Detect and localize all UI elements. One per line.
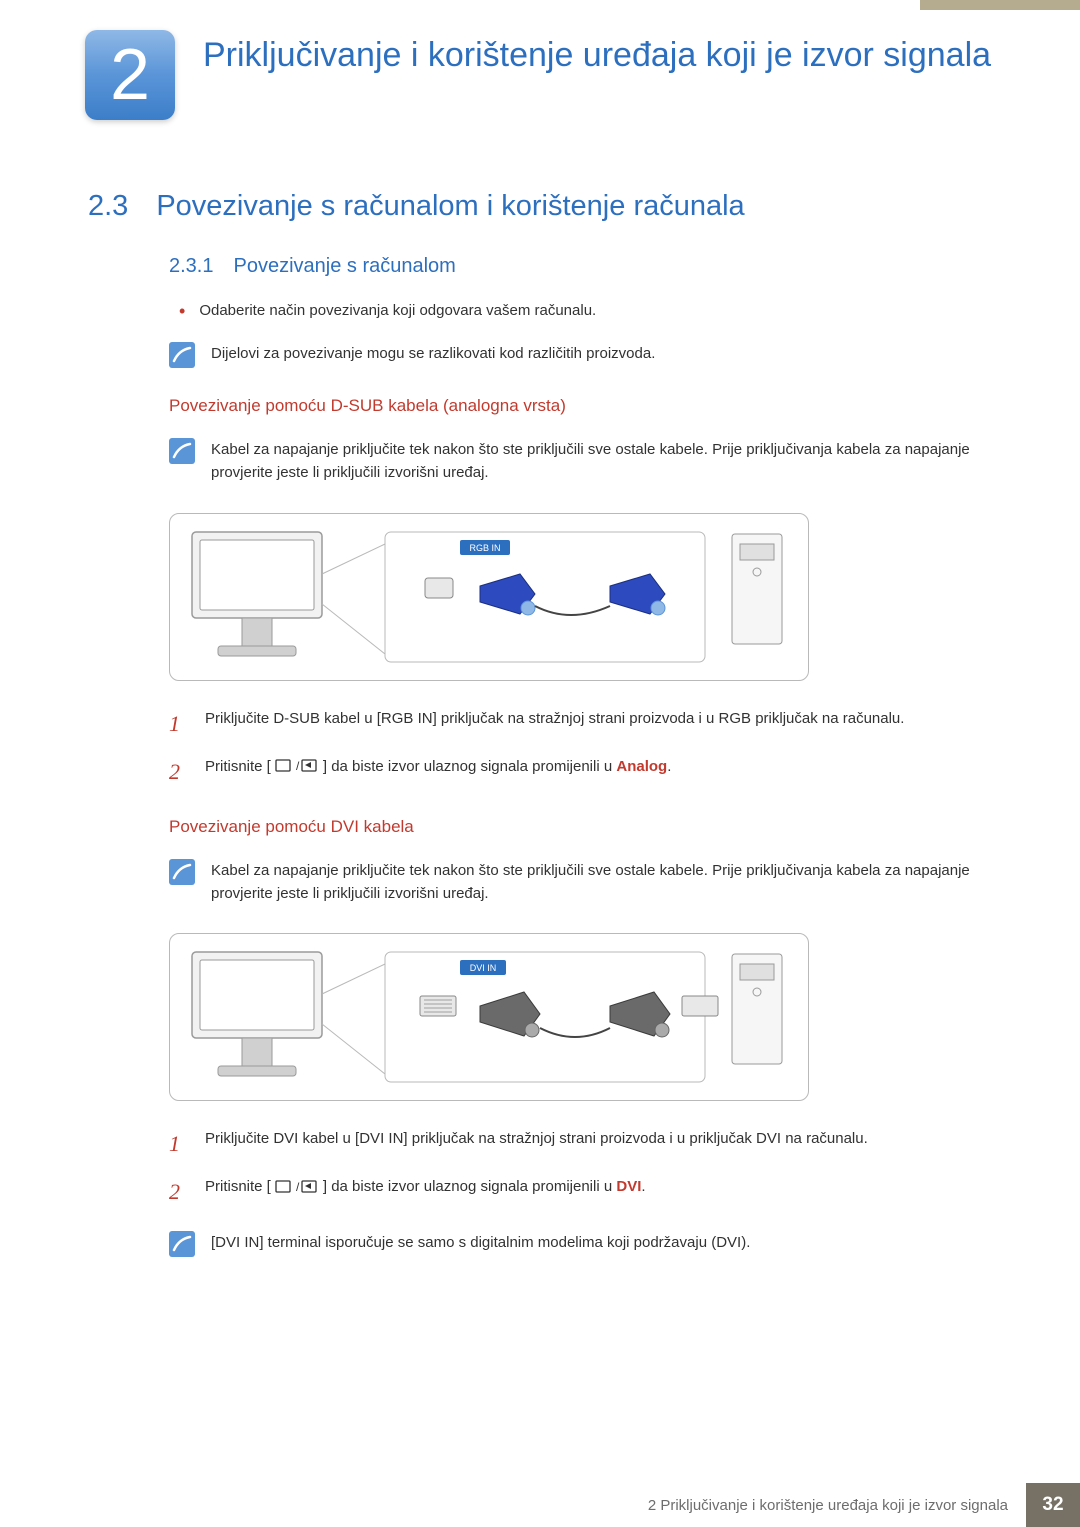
page-number: 32 bbox=[1026, 1483, 1080, 1527]
section-number: 2.3 bbox=[88, 190, 128, 223]
note-icon bbox=[169, 342, 195, 368]
step-number: 2 bbox=[169, 755, 187, 789]
highlight-text: DVI bbox=[616, 1178, 641, 1195]
svg-text:/: / bbox=[296, 759, 300, 773]
highlight-text: Analog bbox=[616, 758, 667, 775]
diagram-dsub: RGB IN bbox=[169, 513, 809, 681]
section-title: Povezivanje s računalom i korištenje rač… bbox=[156, 190, 744, 223]
step-number: 1 bbox=[169, 707, 187, 741]
top-accent-stripe bbox=[920, 0, 1080, 10]
page-footer: 2 Priključivanje i korištenje uređaja ko… bbox=[648, 1483, 1080, 1527]
note-row: Dijelovi za povezivanje mogu se razlikov… bbox=[88, 342, 990, 368]
note-row: Kabel za napajanje priključite tek nakon… bbox=[88, 438, 990, 485]
chapter-header: 2 Priključivanje i korištenje uređaja ko… bbox=[0, 0, 1080, 120]
chapter-title: Priključivanje i korištenje uređaja koji… bbox=[203, 30, 991, 77]
bullet-dot-icon: • bbox=[179, 302, 185, 320]
note-row: Kabel za napajanje priključite tek nakon… bbox=[88, 859, 990, 906]
step-text: Priključite D-SUB kabel u [RGB IN] prikl… bbox=[205, 707, 904, 741]
subsection-number: 2.3.1 bbox=[169, 255, 213, 278]
step-row: 1 Priključite DVI kabel u [DVI IN] prikl… bbox=[88, 1127, 990, 1161]
subheading-dvi: Povezivanje pomoću DVI kabela bbox=[88, 817, 990, 837]
step-row: 2 Pritisnite [/] da biste izvor ulaznog … bbox=[88, 1175, 990, 1209]
note-text: [DVI IN] terminal isporučuje se samo s d… bbox=[211, 1231, 750, 1257]
note-text: Dijelovi za povezivanje mogu se razlikov… bbox=[211, 342, 655, 368]
port-label-text: RGB IN bbox=[469, 543, 500, 553]
note-text: Kabel za napajanje priključite tek nakon… bbox=[211, 438, 990, 485]
diagram-dvi: DVI IN bbox=[169, 933, 809, 1101]
section-heading: 2.3 Povezivanje s računalom i korištenje… bbox=[88, 190, 990, 223]
page-content: 2.3 Povezivanje s računalom i korištenje… bbox=[0, 120, 1080, 1257]
subheading-dsub: Povezivanje pomoću D-SUB kabela (analogn… bbox=[88, 396, 990, 416]
bullet-item: • Odaberite način povezivanja koji odgov… bbox=[88, 302, 990, 320]
subsection-title: Povezivanje s računalom bbox=[233, 255, 455, 278]
note-icon bbox=[169, 1231, 195, 1257]
note-icon bbox=[169, 859, 195, 885]
footer-text: 2 Priključivanje i korištenje uređaja ko… bbox=[648, 1497, 1026, 1514]
step-text: Pritisnite [/] da biste izvor ulaznog si… bbox=[205, 755, 671, 789]
step-text: Priključite DVI kabel u [DVI IN] priklju… bbox=[205, 1127, 868, 1161]
source-button-icon: / bbox=[275, 1176, 319, 1199]
note-row: [DVI IN] terminal isporučuje se samo s d… bbox=[88, 1231, 990, 1257]
step-row: 2 Pritisnite [/] da biste izvor ulaznog … bbox=[88, 755, 990, 789]
step-row: 1 Priključite D-SUB kabel u [RGB IN] pri… bbox=[88, 707, 990, 741]
subsection-heading: 2.3.1 Povezivanje s računalom bbox=[88, 255, 990, 278]
note-text: Kabel za napajanje priključite tek nakon… bbox=[211, 859, 990, 906]
svg-text:/: / bbox=[296, 1180, 300, 1194]
note-icon bbox=[169, 438, 195, 464]
bullet-text: Odaberite način povezivanja koji odgovar… bbox=[199, 302, 596, 320]
step-number: 2 bbox=[169, 1175, 187, 1209]
step-number: 1 bbox=[169, 1127, 187, 1161]
chapter-number-box: 2 bbox=[85, 30, 175, 120]
chapter-number: 2 bbox=[110, 34, 150, 116]
port-label-text: DVI IN bbox=[470, 963, 497, 973]
source-button-icon: / bbox=[275, 755, 319, 778]
step-text: Pritisnite [/] da biste izvor ulaznog si… bbox=[205, 1175, 646, 1209]
